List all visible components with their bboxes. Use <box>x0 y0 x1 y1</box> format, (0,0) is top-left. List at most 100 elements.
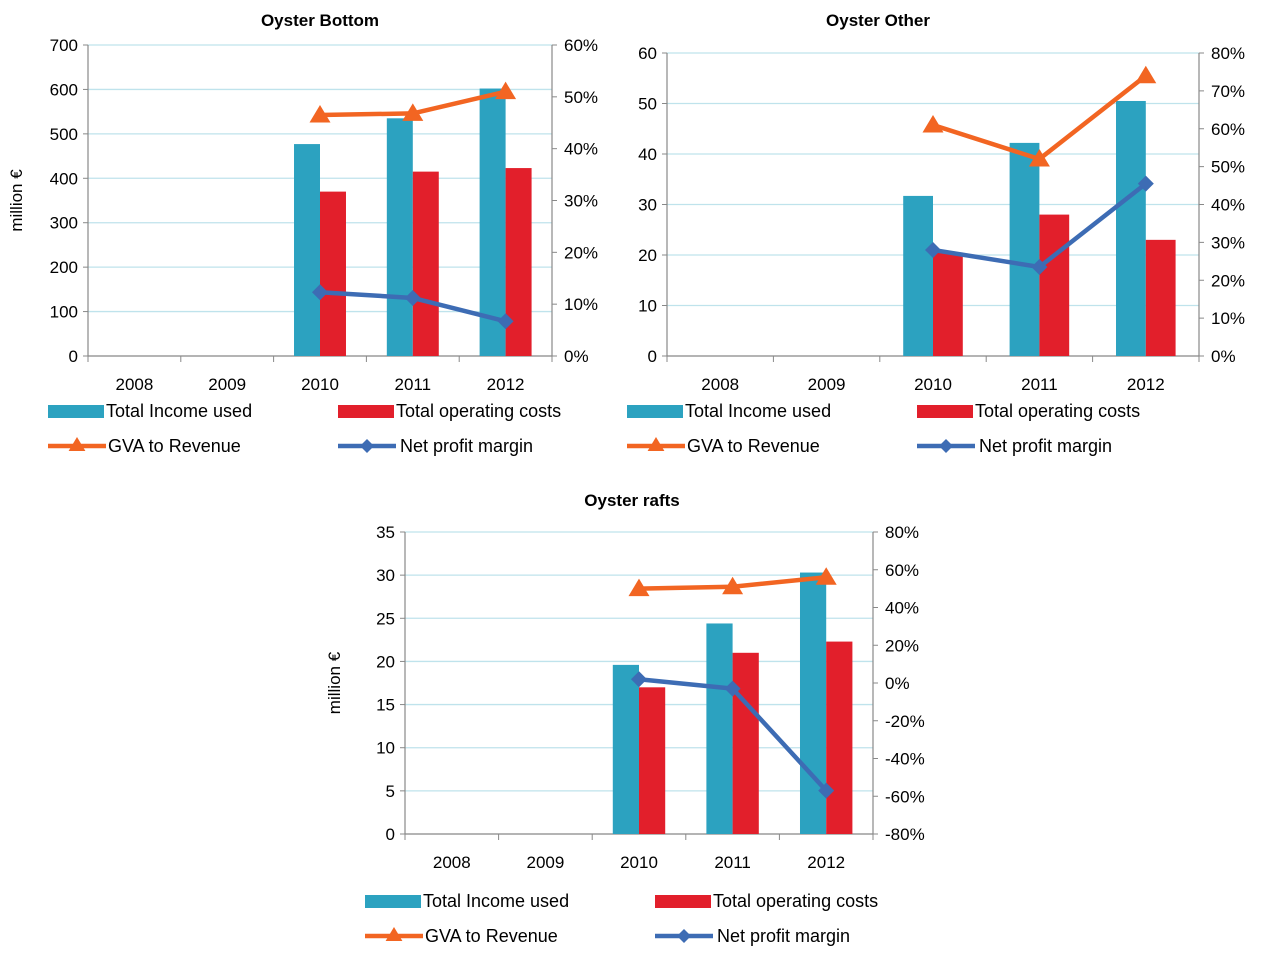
y-tick-label: 300 <box>50 214 78 233</box>
bar-income <box>1116 100 1146 356</box>
legend-label-gva: GVA to Revenue <box>687 436 820 456</box>
y-tick-label: 700 <box>50 36 78 55</box>
y-tick-label: 20 <box>638 246 657 265</box>
x-tick-label: 2010 <box>301 375 339 394</box>
bar-costs <box>826 641 853 834</box>
y-tick-label: 5 <box>386 782 395 801</box>
y2-tick-label: 0% <box>564 347 589 366</box>
legend-marker-gva <box>68 437 86 451</box>
bar-income <box>1009 142 1040 356</box>
bar-costs <box>933 252 963 356</box>
legend-swatch-income <box>48 405 104 418</box>
y2-tick-label: 10% <box>564 295 598 314</box>
bar-costs <box>412 171 439 356</box>
legend-swatch-costs <box>917 405 973 418</box>
y-tick-label: 500 <box>50 125 78 144</box>
legend-label-costs: Total operating costs <box>396 401 561 421</box>
y2-tick-label: 80% <box>885 523 919 542</box>
marker-gva <box>1135 65 1157 84</box>
legend-marker-gva <box>647 437 665 451</box>
bar-costs <box>320 191 346 356</box>
legend-marker-npm <box>939 439 953 453</box>
y2-tick-label: 40% <box>885 599 919 618</box>
marker-npm <box>1031 258 1048 275</box>
marker-npm <box>631 671 647 688</box>
y2-tick-label: 50% <box>1211 158 1245 177</box>
bar-costs <box>1145 239 1176 356</box>
y2-tick-label: 10% <box>1211 309 1245 328</box>
y-tick-label: 0 <box>386 825 395 844</box>
bar-costs <box>1039 214 1070 356</box>
y-tick-label: 10 <box>638 297 657 316</box>
chart-panel-3: Oyster rafts 0 5 10 15 20 25 30 35 -80% -60% -40% -2… <box>325 491 925 946</box>
marker-npm <box>724 680 741 697</box>
legend-label-income: Total Income used <box>685 401 831 421</box>
legend-label-npm: Net profit margin <box>979 436 1112 456</box>
legend-swatch-costs <box>655 895 711 908</box>
legend-label-gva: GVA to Revenue <box>108 436 241 456</box>
chart-title: Oyster Other <box>826 11 930 30</box>
x-tick-label: 2011 <box>1021 375 1058 394</box>
marker-gva <box>815 567 837 585</box>
legend-marker-npm <box>360 439 374 453</box>
y2-tick-label: 20% <box>564 243 598 262</box>
x-tick-label: 2008 <box>433 853 471 872</box>
chart-panel-2: Oyster Other 0 10 20 30 40 50 60 0% 10% 20% 30% 40% 5… <box>627 11 1245 456</box>
y2-tick-label: 60% <box>564 36 598 55</box>
bar-income <box>612 664 639 834</box>
bar-costs <box>732 652 759 834</box>
y-tick-label: 10 <box>376 739 395 758</box>
bar-costs <box>639 687 666 834</box>
y2-tick-label: 20% <box>1211 271 1245 290</box>
marker-gva <box>628 578 650 597</box>
y-tick-label: 400 <box>50 169 78 188</box>
marker-gva <box>722 576 744 595</box>
y-tick-label: 50 <box>638 95 657 114</box>
y-tick-label: 30 <box>376 566 395 585</box>
y-tick-label: 20 <box>376 652 395 671</box>
bar-income <box>706 623 733 834</box>
legend-swatch-income <box>365 895 421 908</box>
legend-label-income: Total Income used <box>423 891 569 911</box>
chart-title: Oyster rafts <box>584 491 679 510</box>
y-tick-label: 0 <box>648 347 657 366</box>
bar-income <box>903 195 933 356</box>
y-axis-title: million € <box>7 169 26 232</box>
y2-tick-label: 50% <box>564 88 598 107</box>
y-tick-label: 30 <box>638 196 657 215</box>
y2-tick-label: -40% <box>885 750 925 769</box>
legend-swatch-income <box>627 405 683 418</box>
y2-tick-label: -60% <box>885 787 925 806</box>
y-tick-label: 25 <box>376 609 395 628</box>
legend-swatch-costs <box>338 405 394 418</box>
y2-tick-label: 60% <box>885 561 919 580</box>
y2-tick-label: 60% <box>1211 120 1245 139</box>
x-tick-label: 2010 <box>914 375 952 394</box>
bar-income <box>479 88 506 356</box>
legend-label-costs: Total operating costs <box>713 891 878 911</box>
y-tick-label: 200 <box>50 258 78 277</box>
y-tick-label: 15 <box>376 696 395 715</box>
y2-tick-label: 30% <box>564 192 598 211</box>
y-axis-title: million € <box>325 651 344 714</box>
legend-label-income: Total Income used <box>106 401 252 421</box>
x-tick-label: 2008 <box>115 375 153 394</box>
marker-npm <box>497 313 514 330</box>
x-tick-label: 2011 <box>714 853 751 872</box>
y-tick-label: 60 <box>638 44 657 63</box>
marker-gva <box>1028 149 1050 167</box>
x-tick-label: 2009 <box>808 375 846 394</box>
marker-gva <box>309 104 331 123</box>
y-tick-label: 0 <box>69 347 78 366</box>
bar-income <box>294 144 320 356</box>
y2-tick-label: 0% <box>1211 347 1236 366</box>
y-tick-label: 40 <box>638 145 657 164</box>
y2-tick-label: 40% <box>564 140 598 159</box>
x-tick-label: 2010 <box>620 853 658 872</box>
marker-gva <box>495 81 517 100</box>
chart-title: Oyster Bottom <box>261 11 379 30</box>
y2-tick-label: 40% <box>1211 196 1245 215</box>
bar-income <box>799 572 827 834</box>
x-tick-label: 2012 <box>1127 375 1165 394</box>
